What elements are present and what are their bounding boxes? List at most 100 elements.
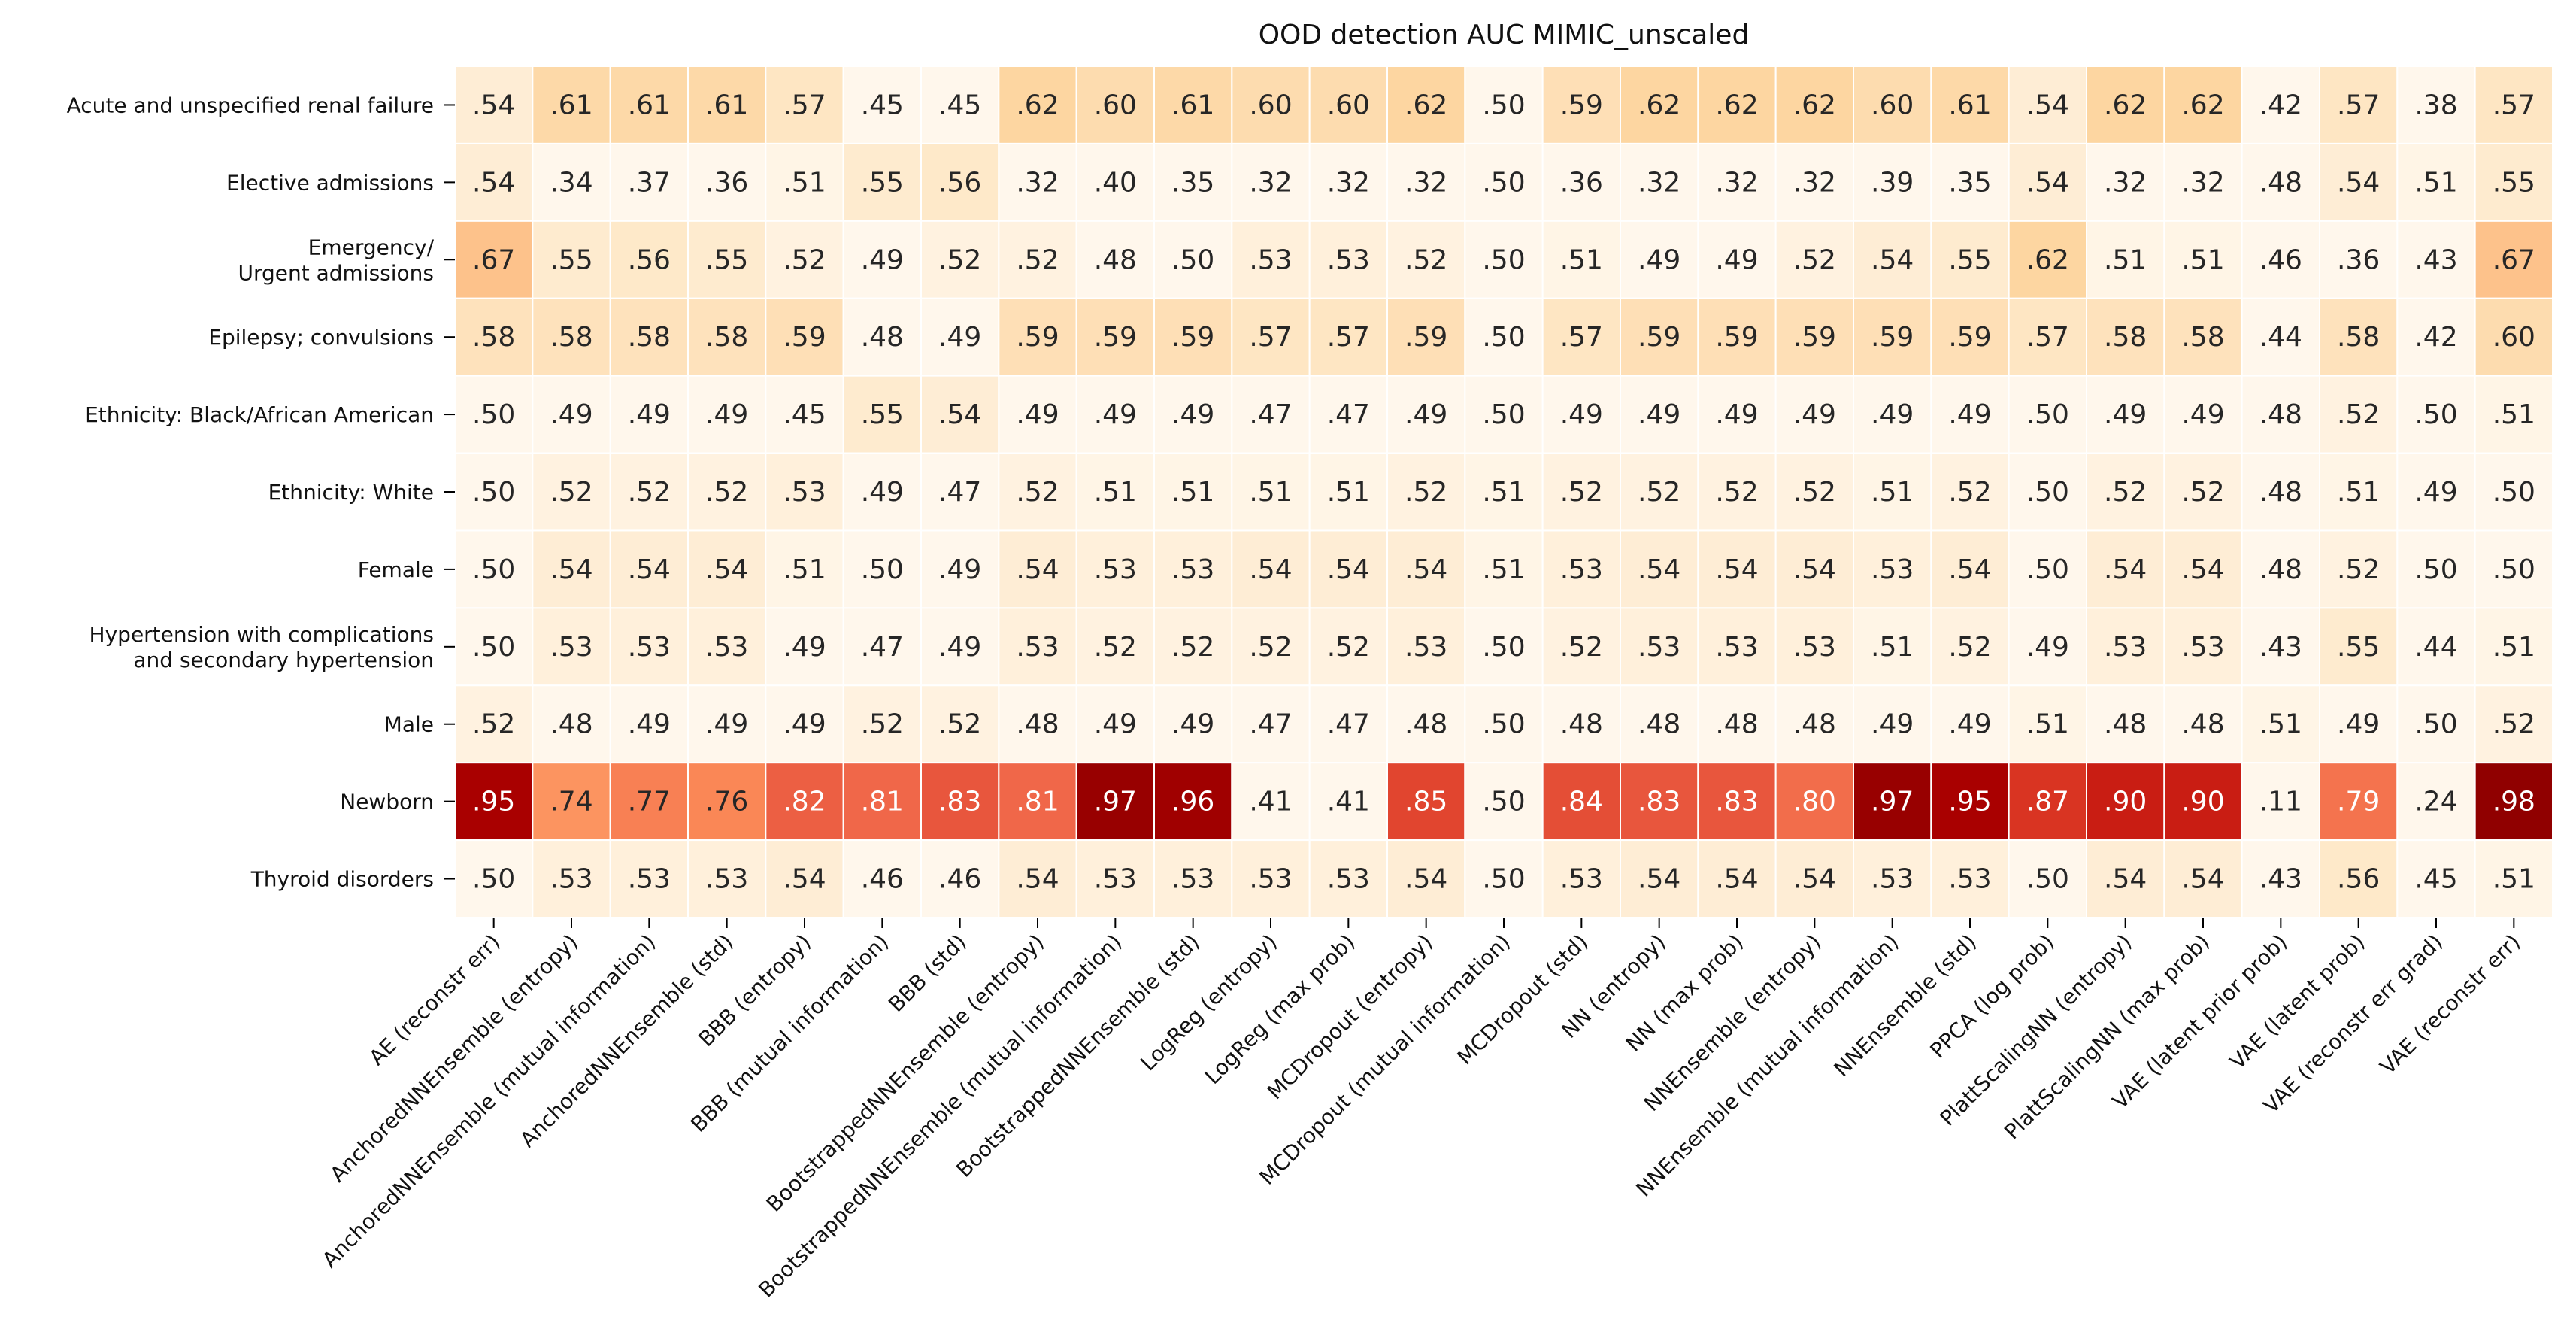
cell-value-label: .53 — [2181, 632, 2224, 663]
cell-value-label: .53 — [1327, 864, 1370, 895]
cell-value-label: .50 — [2414, 399, 2457, 430]
column-labels: AE (reconstr err)AnchoredNNEnsemble (ent… — [317, 918, 2525, 1303]
row-label: Newborn — [340, 790, 434, 815]
cell-value-label: .48 — [2104, 709, 2147, 740]
heatmap-cell — [1386, 375, 1466, 454]
heatmap-cell — [2008, 142, 2088, 222]
cell-value-label: .53 — [1094, 864, 1137, 895]
cell-value-label: .52 — [861, 709, 904, 740]
cell-value-label: .49 — [938, 632, 981, 663]
cell-value-label: .54 — [2104, 864, 2147, 895]
cell-value-label: .48 — [2181, 709, 2224, 740]
cell-value-label: .52 — [1560, 477, 1603, 508]
heatmap-cell — [609, 65, 689, 144]
heatmap-cell — [1464, 375, 1544, 454]
heatmap-cell — [2008, 297, 2088, 377]
cell-value-label: .49 — [705, 709, 748, 740]
cell-value-label: .52 — [550, 477, 592, 508]
heatmap-cell — [532, 607, 611, 687]
heatmap-cell — [765, 839, 844, 919]
cell-value-label: .61 — [1171, 90, 1214, 120]
cell-value-label: .82 — [783, 787, 826, 818]
cell-value-label: .60 — [1327, 90, 1370, 120]
heatmap-cell — [2474, 297, 2554, 377]
heatmap-cell — [2319, 65, 2399, 144]
heatmap-cell — [1153, 297, 1233, 377]
cell-value-label: .62 — [2104, 90, 2147, 120]
heatmap-cell — [1541, 762, 1622, 842]
cell-value-label: .57 — [1560, 322, 1603, 353]
cell-value-label: .50 — [472, 864, 515, 895]
cell-value-label: .43 — [2259, 632, 2302, 663]
cell-value-label: .52 — [1094, 632, 1137, 663]
cell-value-label: .55 — [2337, 632, 2380, 663]
heatmap-cell — [1774, 220, 1855, 299]
heatmap-cell — [1386, 220, 1466, 299]
cell-value-label: .49 — [783, 632, 826, 663]
cell-value-label: .43 — [2414, 244, 2457, 275]
cell-value-label: .32 — [2104, 167, 2147, 198]
cell-value-label: .54 — [1405, 554, 1447, 585]
cell-value-label: .54 — [550, 554, 592, 585]
heatmap-cell — [1153, 65, 1233, 144]
heatmap-cell — [2008, 684, 2088, 764]
heatmap-cell — [2241, 839, 2321, 919]
cell-value-label: .58 — [705, 322, 748, 353]
heatmap-cell — [2474, 452, 2554, 532]
cell-value-label: .52 — [2493, 709, 2535, 740]
cell-value-label: .54 — [628, 554, 671, 585]
heatmap-cell — [1853, 839, 1932, 919]
heatmap-cell — [1308, 65, 1388, 144]
heatmap-cell — [2396, 297, 2476, 377]
cell-value-label: .53 — [1249, 244, 1292, 275]
heatmap-cell — [998, 297, 1077, 377]
cell-value-label: .53 — [1171, 864, 1214, 895]
cell-value-label: .50 — [2026, 477, 2069, 508]
heatmap-cell — [1930, 762, 2010, 842]
cell-value-label: .32 — [1327, 167, 1370, 198]
cell-value-label: .54 — [2181, 864, 2224, 895]
cell-value-label: .51 — [2493, 632, 2535, 663]
heatmap-cell — [1697, 65, 1777, 144]
cell-value-label: .51 — [1482, 554, 1525, 585]
heatmap-cell — [1930, 375, 2010, 454]
heatmap-cell — [454, 220, 534, 299]
cell-value-label: .50 — [1482, 787, 1525, 818]
cell-value-label: .54 — [2026, 167, 2069, 198]
heatmap-cell — [2008, 375, 2088, 454]
cell-value-label: .51 — [2493, 864, 2535, 895]
cell-value-label: .47 — [1327, 399, 1370, 430]
heatmap-cell — [687, 142, 767, 222]
heatmap-cell — [998, 452, 1077, 532]
heatmap-cell — [532, 762, 611, 842]
cell-value-label: .51 — [1327, 477, 1370, 508]
cell-value-label: .59 — [1094, 322, 1137, 353]
cell-value-label: .50 — [472, 399, 515, 430]
cell-value-label: .47 — [938, 477, 981, 508]
cell-value-label: .54 — [1948, 554, 1991, 585]
cell-value-label: .54 — [2337, 167, 2380, 198]
cell-value-label: .48 — [2259, 477, 2302, 508]
cell-value-label: .51 — [2259, 709, 2302, 740]
cell-value-label: .52 — [1793, 477, 1836, 508]
cell-value-label: .84 — [1560, 787, 1603, 818]
cell-value-label: .54 — [705, 554, 748, 585]
cell-value-label: .58 — [628, 322, 671, 353]
heatmap-cell — [842, 762, 922, 842]
cell-value-label: .52 — [628, 477, 671, 508]
heatmap-cell — [1620, 684, 1699, 764]
heatmap-cell — [1541, 375, 1622, 454]
cell-value-label: .62 — [1638, 90, 1680, 120]
cell-value-label: .57 — [783, 90, 826, 120]
cell-value-label: .49 — [1793, 399, 1836, 430]
row-label: Epilepsy; convulsions — [208, 325, 434, 350]
cell-value-label: .36 — [2337, 244, 2380, 275]
heatmap-cell — [842, 65, 922, 144]
heatmap-cell — [1774, 65, 1855, 144]
cell-value-label: .52 — [2337, 554, 2380, 585]
cell-value-label: .54 — [2181, 554, 2224, 585]
cell-value-label: .50 — [2493, 477, 2535, 508]
heatmap-cell — [1386, 607, 1466, 687]
heatmap-cell — [920, 220, 1000, 299]
